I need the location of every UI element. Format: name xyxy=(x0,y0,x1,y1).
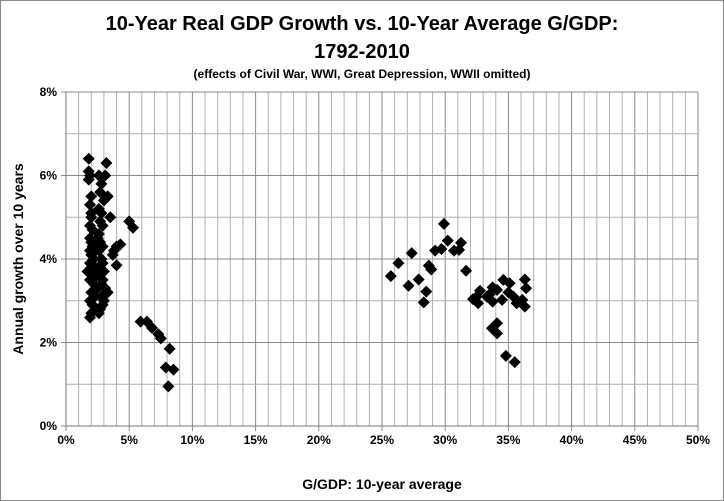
data-point xyxy=(99,169,112,182)
x-tick-label: 15% xyxy=(244,433,268,447)
data-point xyxy=(437,217,450,230)
data-point xyxy=(114,238,127,251)
data-point xyxy=(483,288,496,301)
data-point xyxy=(510,297,523,310)
data-point xyxy=(92,269,105,282)
chart-subtitle: (effects of Civil War, WWI, Great Depres… xyxy=(194,67,531,81)
data-point xyxy=(502,286,515,299)
data-point xyxy=(518,273,531,286)
data-point xyxy=(85,211,98,224)
data-point xyxy=(95,177,108,190)
data-point xyxy=(95,207,108,220)
y-tick-label: 4% xyxy=(40,252,58,266)
data-point xyxy=(82,152,95,165)
x-tick-label: 10% xyxy=(180,433,204,447)
data-point xyxy=(460,264,473,277)
y-tick-label: 0% xyxy=(40,419,58,433)
x-axis-label: G/GDP: 10-year average xyxy=(302,476,462,492)
chart-title-line2: 1792-2010 xyxy=(314,41,410,63)
x-tick-label: 30% xyxy=(433,433,457,447)
data-points xyxy=(81,152,533,393)
data-point xyxy=(100,156,113,169)
data-point xyxy=(441,234,454,247)
data-point xyxy=(85,190,98,203)
data-point xyxy=(491,283,504,296)
data-point xyxy=(82,173,95,186)
data-point xyxy=(96,219,109,232)
data-point xyxy=(402,279,415,292)
x-tick-label: 35% xyxy=(496,433,520,447)
x-tick-label: 20% xyxy=(307,433,331,447)
data-point xyxy=(134,315,147,328)
y-axis-label: Annual growth over 10 years xyxy=(10,163,26,355)
data-point xyxy=(499,349,512,362)
data-point xyxy=(163,342,176,355)
data-point xyxy=(420,285,433,298)
gridlines xyxy=(61,91,699,431)
data-point xyxy=(412,273,425,286)
data-point xyxy=(145,321,158,334)
data-point xyxy=(106,248,119,261)
data-point xyxy=(110,259,123,272)
data-point xyxy=(520,282,533,295)
data-point xyxy=(422,259,435,272)
y-tick-label: 8% xyxy=(40,85,58,99)
data-point xyxy=(104,211,117,224)
data-point xyxy=(405,247,418,260)
data-point xyxy=(167,363,180,376)
data-point xyxy=(91,232,104,245)
data-point xyxy=(503,277,516,290)
x-tick-label: 25% xyxy=(370,433,394,447)
x-tick-label: 5% xyxy=(121,433,139,447)
data-point xyxy=(491,327,504,340)
data-point xyxy=(453,243,466,256)
data-point xyxy=(392,257,405,270)
data-point xyxy=(435,242,448,255)
data-point xyxy=(84,198,97,211)
y-tick-label: 2% xyxy=(40,336,58,350)
chart-title-line1: 10-Year Real GDP Growth vs. 10-Year Aver… xyxy=(106,13,619,35)
data-point xyxy=(508,356,521,369)
data-point xyxy=(162,380,175,393)
data-point xyxy=(94,303,107,316)
data-point xyxy=(470,290,483,303)
data-point xyxy=(154,332,167,345)
x-tick-label: 40% xyxy=(560,433,584,447)
tick-labels: 0% 5% 10% 15% 20% 25% 30% 35% 40% 45% 50% 0% 2% 4% 6% 8… xyxy=(40,85,711,447)
data-point xyxy=(417,296,430,309)
x-tick-label: 45% xyxy=(623,433,647,447)
data-point xyxy=(384,270,397,283)
x-tick-label: 0% xyxy=(57,433,75,447)
x-tick-label: 50% xyxy=(686,433,710,447)
data-point xyxy=(496,293,509,306)
data-point xyxy=(126,221,139,234)
data-point xyxy=(84,311,97,324)
data-point xyxy=(97,194,110,207)
y-tick-label: 6% xyxy=(40,169,58,183)
